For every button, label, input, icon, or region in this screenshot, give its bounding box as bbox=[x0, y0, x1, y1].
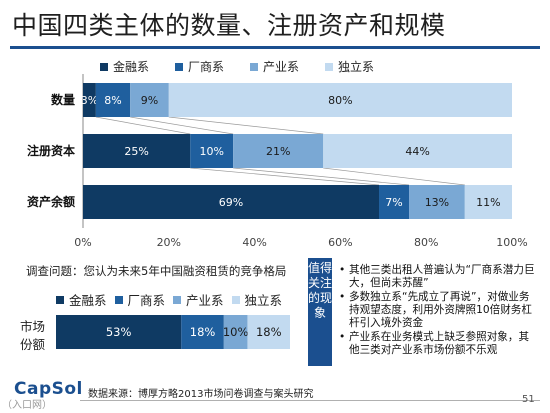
bar-1-2 bbox=[233, 134, 324, 168]
bar-1-3 bbox=[323, 134, 512, 168]
category-label-1: 注册资本 bbox=[27, 143, 75, 158]
main-legend-swatch-1 bbox=[175, 62, 184, 71]
x-tick-2: 40% bbox=[242, 236, 266, 249]
survey-question: 调查问题：您认为未来5年中国融资租赁的竞争格局 bbox=[26, 264, 287, 278]
share-legend-swatch-0 bbox=[56, 295, 64, 304]
share-legend-item-1: 厂商系 bbox=[114, 290, 166, 309]
bar-label-0-1: 8% bbox=[104, 94, 121, 107]
bar-0-0 bbox=[83, 83, 96, 117]
x-tick-1: 20% bbox=[157, 236, 181, 249]
share-legend-item-2: 产业系 bbox=[173, 290, 224, 309]
share-legend-item-3: 独立系 bbox=[231, 290, 283, 309]
main-legend-swatch-3 bbox=[325, 62, 334, 71]
bar-label-1-3: 44% bbox=[405, 145, 429, 158]
share-bar-label-1: 18% bbox=[190, 325, 216, 339]
bullet-item-0: 其他三类出租人普遍认为“厂商系潜力巨大，但尚未苏醒” bbox=[339, 264, 539, 290]
watermark: （入口网） bbox=[2, 400, 52, 411]
bar-2-3 bbox=[464, 185, 512, 219]
x-tick-5: 100% bbox=[496, 236, 527, 249]
share-legend-label-1: 厂商系 bbox=[127, 293, 166, 308]
share-legend-swatch-1 bbox=[114, 295, 123, 304]
main-legend-item-0: 金融系 bbox=[100, 58, 149, 75]
page-title: 中国四类主体的数量、注册资产和规模 bbox=[12, 11, 446, 40]
phenomena-bullet-list: 其他三类出租人普遍认为“厂商系潜力巨大，但尚未苏醒”多数独立系“先成立了再说”，… bbox=[339, 264, 539, 358]
connector-line bbox=[95, 116, 191, 135]
notable-phenomena-label: 值得关注的现象 bbox=[308, 258, 332, 366]
share-bar-1 bbox=[181, 315, 224, 349]
main-legend-label-3: 独立系 bbox=[338, 60, 375, 74]
main-legend-label-0: 金融系 bbox=[113, 60, 150, 74]
bar-0-2 bbox=[130, 83, 169, 117]
main-legend-item-2: 产业系 bbox=[250, 58, 299, 75]
share-legend-label-0: 金融系 bbox=[69, 293, 107, 308]
connector-line bbox=[323, 167, 465, 186]
share-legend-swatch-3 bbox=[231, 295, 240, 304]
bar-label-0-2: 9% bbox=[141, 94, 158, 107]
category-label-0: 数量 bbox=[51, 92, 75, 107]
main-legend-swatch-2 bbox=[250, 62, 259, 71]
bar-label-2-3: 11% bbox=[476, 196, 500, 209]
share-chart-legend: 金融系 厂商系 产业系 独立系 bbox=[56, 290, 290, 309]
capsol-logo: CapSol bbox=[14, 379, 83, 399]
bar-label-2-0: 69% bbox=[219, 196, 243, 209]
share-bar-label-2: 10% bbox=[223, 325, 249, 339]
share-legend-label-2: 产业系 bbox=[186, 293, 224, 308]
title-underline bbox=[10, 46, 540, 49]
page-number: 51 bbox=[522, 394, 535, 405]
share-bar-label-3: 18% bbox=[256, 325, 282, 339]
main-legend-item-1: 厂商系 bbox=[175, 58, 224, 75]
bar-2-2 bbox=[409, 185, 465, 219]
bar-0-3 bbox=[168, 83, 513, 117]
bar-label-2-2: 13% bbox=[425, 196, 449, 209]
bar-1-1 bbox=[190, 134, 234, 168]
data-source: 数据来源：博厚方略2013市场问卷调查与案头研究 bbox=[88, 389, 314, 400]
share-legend-item-0: 金融系 bbox=[56, 290, 107, 309]
bar-label-2-1: 7% bbox=[385, 196, 402, 209]
x-tick-0: 0% bbox=[74, 236, 91, 249]
bullet-item-1: 多数独立系“先成立了再说”，对做业务持观望态度，利用外资牌照10倍财务杠杆引入境… bbox=[339, 291, 539, 330]
bullet-item-2: 产业系在业务模式上缺乏参照对象，其他三类对产业系市场份额不乐观 bbox=[339, 331, 539, 357]
main-legend-label-2: 产业系 bbox=[263, 60, 300, 74]
x-tick-3: 60% bbox=[328, 236, 352, 249]
main-chart-legend: 金融系 厂商系 产业系 独立系 bbox=[100, 58, 400, 75]
connector-line bbox=[168, 116, 324, 135]
main-legend-item-3: 独立系 bbox=[325, 58, 374, 75]
market-share-bar-chart: 53% 18% 10% 18% bbox=[56, 315, 290, 349]
connector-line bbox=[233, 167, 410, 186]
share-bar-label-0: 53% bbox=[106, 325, 132, 339]
bar-label-1-0: 25% bbox=[124, 145, 148, 158]
bar-2-1 bbox=[379, 185, 410, 219]
bar-2-0 bbox=[83, 185, 380, 219]
share-label-line2: 份额 bbox=[20, 337, 46, 352]
share-bar-0 bbox=[56, 315, 182, 349]
share-bar-3 bbox=[247, 315, 290, 349]
bar-label-0-3: 80% bbox=[328, 94, 352, 107]
connector-line bbox=[190, 167, 380, 186]
share-bar-2 bbox=[223, 315, 248, 349]
category-label-2: 资产余额 bbox=[27, 194, 75, 209]
main-legend-label-1: 厂商系 bbox=[188, 60, 225, 74]
share-legend-label-3: 独立系 bbox=[244, 293, 283, 308]
bar-label-0-0: 3% bbox=[81, 94, 98, 107]
x-tick-4: 80% bbox=[414, 236, 438, 249]
bar-label-1-1: 10% bbox=[199, 145, 223, 158]
bar-label-1-2: 21% bbox=[266, 145, 290, 158]
share-legend-swatch-2 bbox=[173, 295, 182, 304]
connector-line bbox=[130, 116, 234, 135]
main-stacked-bar-chart: 数量 3% 8% 9% 80% 注册资本 25% 10% 21% 44% 资产余额 69% 7% 13% 1… bbox=[27, 74, 528, 249]
bar-0-1 bbox=[95, 83, 131, 117]
footer-divider bbox=[80, 400, 540, 401]
bar-1-0 bbox=[83, 134, 191, 168]
main-legend-swatch-0 bbox=[100, 62, 108, 71]
share-label-line1: 市场 bbox=[20, 319, 46, 334]
